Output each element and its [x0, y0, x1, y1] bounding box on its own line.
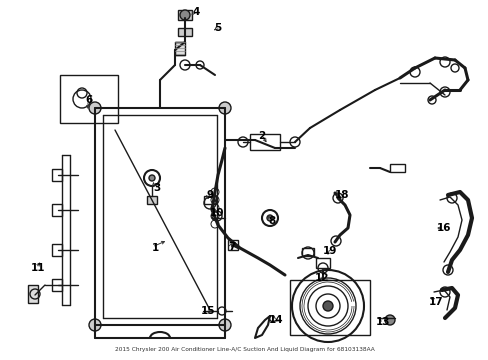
Bar: [52, 279, 62, 291]
Bar: [60, 75, 118, 123]
Text: 18: 18: [334, 190, 348, 200]
Bar: [389, 164, 404, 172]
Text: 13: 13: [375, 317, 389, 327]
Text: 4: 4: [192, 7, 199, 17]
Circle shape: [384, 315, 394, 325]
Text: 10: 10: [209, 208, 224, 218]
Text: 14: 14: [268, 315, 283, 325]
Bar: [227, 240, 238, 250]
Bar: [28, 285, 38, 303]
Text: 11: 11: [31, 263, 45, 273]
Bar: [289, 280, 369, 335]
Circle shape: [266, 215, 272, 221]
Bar: [315, 258, 329, 268]
Text: 3: 3: [153, 183, 160, 193]
Bar: [52, 204, 62, 216]
Text: 2: 2: [258, 131, 265, 141]
Text: 12: 12: [314, 273, 328, 283]
Text: 7: 7: [228, 242, 235, 252]
Circle shape: [219, 102, 230, 114]
Bar: [52, 244, 62, 256]
Bar: [175, 42, 184, 55]
Bar: [249, 134, 280, 150]
Bar: [178, 28, 192, 36]
Bar: [52, 169, 62, 181]
Circle shape: [89, 319, 101, 331]
Text: 19: 19: [322, 246, 337, 256]
Text: 17: 17: [428, 297, 443, 307]
Circle shape: [149, 175, 155, 181]
Text: 16: 16: [436, 223, 450, 233]
Bar: [178, 10, 192, 20]
Text: 15: 15: [201, 306, 215, 316]
Circle shape: [219, 319, 230, 331]
Bar: [147, 196, 157, 204]
Circle shape: [180, 10, 190, 20]
Text: 1: 1: [151, 243, 158, 253]
Text: 2015 Chrysler 200 Air Conditioner Line-A/C Suction And Liquid Diagram for 681031: 2015 Chrysler 200 Air Conditioner Line-A…: [114, 347, 374, 352]
Text: 8: 8: [268, 216, 275, 226]
Text: 6: 6: [85, 95, 92, 105]
Bar: [302, 248, 313, 256]
Circle shape: [323, 301, 332, 311]
Bar: [203, 196, 216, 204]
Text: 5: 5: [214, 23, 221, 33]
Text: 9: 9: [206, 190, 213, 200]
Circle shape: [89, 102, 101, 114]
